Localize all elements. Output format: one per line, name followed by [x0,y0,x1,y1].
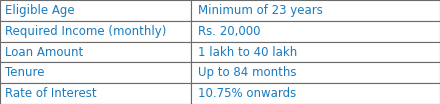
Bar [191,0,440,21]
Text: 1 lakh to 40 lakh: 1 lakh to 40 lakh [198,46,297,58]
Bar [191,42,440,62]
Bar [0,62,191,83]
Text: Up to 84 months: Up to 84 months [198,66,297,79]
Text: Rs. 20,000: Rs. 20,000 [198,25,260,38]
Bar [0,42,191,62]
Bar [191,21,440,42]
Bar [0,21,191,42]
Text: Eligible Age: Eligible Age [5,4,75,17]
Bar [0,83,191,104]
Text: Minimum of 23 years: Minimum of 23 years [198,4,323,17]
Bar [191,62,440,83]
Bar [191,83,440,104]
Bar [0,0,191,21]
Text: 10.75% onwards: 10.75% onwards [198,87,296,100]
Text: Rate of Interest: Rate of Interest [5,87,97,100]
Text: Required Income (monthly): Required Income (monthly) [5,25,167,38]
Text: Loan Amount: Loan Amount [5,46,84,58]
Text: Tenure: Tenure [5,66,45,79]
